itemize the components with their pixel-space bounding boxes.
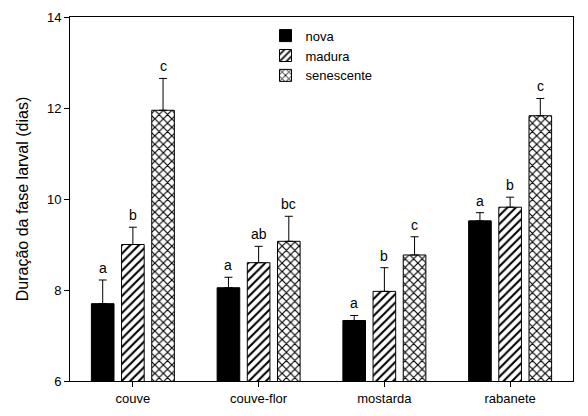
svg-text:a: a [224, 257, 232, 273]
svg-text:6: 6 [54, 374, 61, 389]
svg-text:bc: bc [281, 196, 296, 212]
svg-text:Duração da fase larval (dias): Duração da fase larval (dias) [14, 97, 31, 302]
svg-text:b: b [380, 248, 388, 264]
svg-text:senescente: senescente [306, 68, 373, 83]
svg-text:a: a [99, 260, 107, 276]
svg-text:mostarda: mostarda [357, 391, 412, 406]
svg-text:couve: couve [116, 391, 151, 406]
svg-text:12: 12 [47, 101, 61, 116]
svg-text:10: 10 [47, 192, 61, 207]
svg-text:8: 8 [54, 283, 61, 298]
svg-text:rabanete: rabanete [484, 391, 535, 406]
svg-text:ab: ab [251, 226, 267, 242]
svg-text:a: a [476, 193, 484, 209]
svg-text:14: 14 [47, 10, 61, 25]
svg-text:a: a [350, 295, 358, 311]
svg-text:c: c [160, 58, 167, 74]
svg-text:madura: madura [306, 49, 351, 64]
svg-text:c: c [411, 217, 418, 233]
svg-text:couve-flor: couve-flor [230, 391, 288, 406]
svg-text:nova: nova [306, 29, 335, 44]
svg-text:c: c [537, 78, 544, 94]
svg-text:b: b [506, 177, 514, 193]
svg-text:b: b [129, 207, 137, 223]
